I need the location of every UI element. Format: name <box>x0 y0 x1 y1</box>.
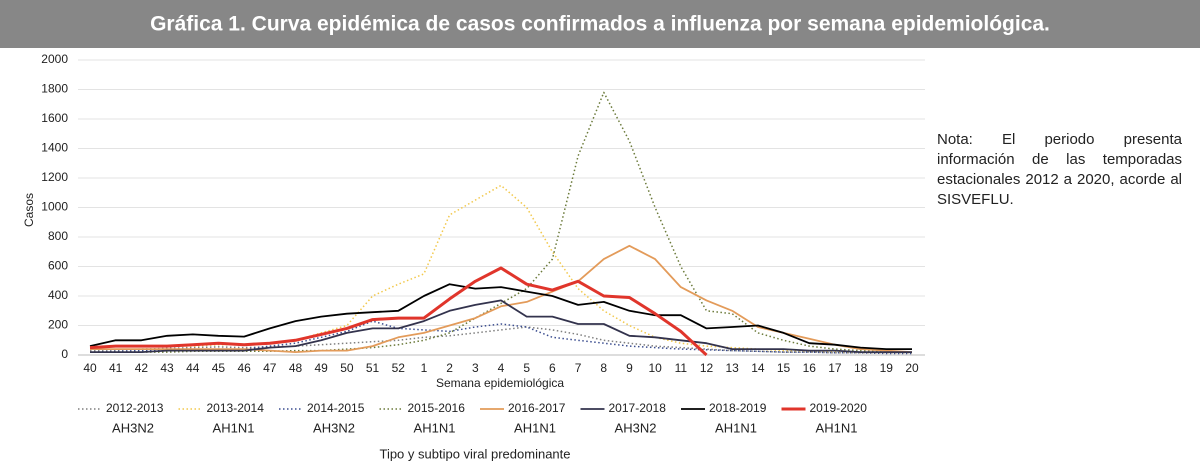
x-tick-label: 51 <box>366 361 380 375</box>
y-tick-label: 1000 <box>41 200 68 214</box>
x-tick-label: 9 <box>626 361 633 375</box>
x-tick-label: 1 <box>421 361 428 375</box>
y-tick-label: 800 <box>48 229 68 243</box>
x-tick-label: 5 <box>523 361 530 375</box>
x-tick-label: 41 <box>109 361 123 375</box>
x-tick-label: 8 <box>600 361 607 375</box>
x-axis-title: Semana epidemiológica <box>436 376 564 390</box>
legend-label: 2017-2018 <box>609 401 667 415</box>
y-tick-label: 400 <box>48 288 68 302</box>
x-tick-label: 45 <box>212 361 226 375</box>
legend-label: 2019-2020 <box>810 401 868 415</box>
note: Nota: El periodo presenta información de… <box>937 131 1182 208</box>
y-tick-label: 200 <box>48 318 68 332</box>
x-tick-label: 18 <box>854 361 868 375</box>
y-tick-label: 1600 <box>41 111 68 125</box>
y-tick-label: 1800 <box>41 82 68 96</box>
series-line <box>89 326 912 354</box>
legend-subtype: AH1N1 <box>715 420 757 435</box>
legend-label: 2015-2016 <box>408 401 466 415</box>
legend-subtype: AH1N1 <box>213 420 255 435</box>
legend-title: Tipo y subtipo viral predominante <box>379 446 570 461</box>
x-tick-label: 20 <box>905 361 919 375</box>
series-line <box>89 283 912 350</box>
series-line <box>90 299 912 353</box>
y-tick-label: 1200 <box>41 170 68 184</box>
chart-title: Gráfica 1. Curva epidémica de casos conf… <box>150 13 1050 36</box>
x-tick-label: 4 <box>498 361 505 375</box>
legend-label: 2018-2019 <box>709 401 767 415</box>
x-tick-label: 50 <box>340 361 354 375</box>
legend-subtype: AH3N2 <box>112 420 154 435</box>
series-line <box>90 91 912 353</box>
legend-subtype: AH1N1 <box>514 420 556 435</box>
legend-subtype: AH3N2 <box>615 420 657 435</box>
legend-subtype: AH3N2 <box>313 420 355 435</box>
x-tick-label: 2 <box>446 361 453 375</box>
series-line <box>89 266 708 357</box>
x-tick-label: 49 <box>315 361 329 375</box>
x-tick-label: 13 <box>726 361 740 375</box>
x-tick-label: 17 <box>828 361 842 375</box>
x-tick-label: 43 <box>160 361 174 375</box>
x-tick-label: 3 <box>472 361 479 375</box>
x-tick-label: 52 <box>392 361 406 375</box>
y-tick-label: 600 <box>48 259 68 273</box>
legend-label: 2016-2017 <box>508 401 566 415</box>
x-tick-label: 11 <box>675 361 688 375</box>
legend-label: 2012-2013 <box>106 401 164 415</box>
legend-label: 2013-2014 <box>207 401 265 415</box>
x-tick-label: 47 <box>263 361 277 375</box>
x-tick-label: 40 <box>83 361 97 375</box>
x-tick-label: 48 <box>289 361 303 375</box>
legend-subtype: AH1N1 <box>414 420 456 435</box>
x-tick-label: 14 <box>751 361 765 375</box>
x-tick-label: 19 <box>880 361 894 375</box>
title-banner <box>0 0 1200 48</box>
x-tick-label: 10 <box>648 361 662 375</box>
x-tick-label: 7 <box>575 361 582 375</box>
x-tick-label: 12 <box>700 361 714 375</box>
x-tick-label: 46 <box>237 361 251 375</box>
x-tick-label: 16 <box>803 361 817 375</box>
legend-label: 2014-2015 <box>307 401 365 415</box>
x-tick-label: 15 <box>777 361 791 375</box>
y-tick-label: 2000 <box>41 52 68 66</box>
x-tick-label: 44 <box>186 361 200 375</box>
x-tick-label: 42 <box>135 361 149 375</box>
y-axis-title: Casos <box>22 193 36 227</box>
x-tick-label: 6 <box>549 361 556 375</box>
y-tick-label: 1400 <box>41 141 68 155</box>
legend-subtype: AH1N1 <box>816 420 858 435</box>
y-tick-label: 0 <box>61 347 68 361</box>
